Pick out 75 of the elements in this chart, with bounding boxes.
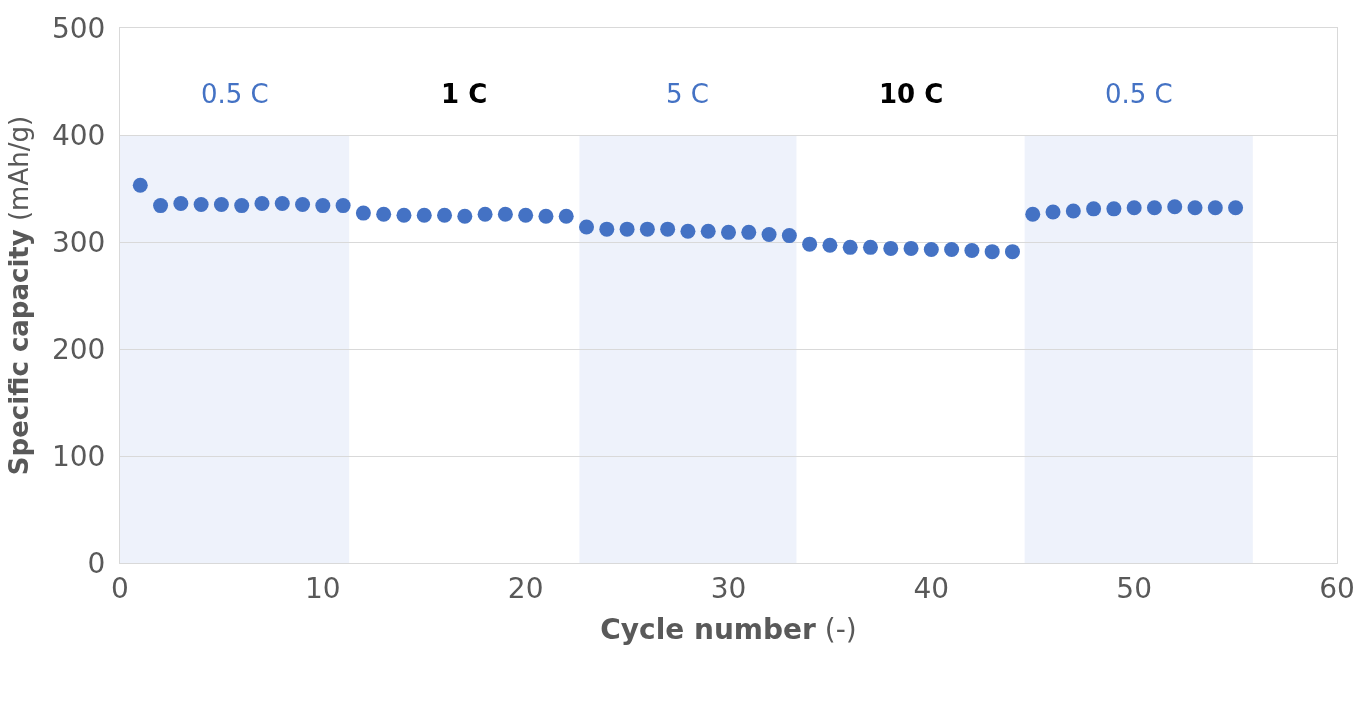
point xyxy=(599,221,615,237)
x-axis-title: Cycle number (-) xyxy=(600,612,857,646)
band-label: 0.5 C xyxy=(1105,79,1173,109)
point xyxy=(639,221,655,237)
point xyxy=(457,208,473,224)
annotation: 10 C xyxy=(879,79,944,109)
point xyxy=(984,244,1000,260)
y-tick-label: 0 xyxy=(87,546,106,580)
point xyxy=(437,207,453,223)
point xyxy=(335,198,351,214)
x-tick-label: 50 xyxy=(1116,571,1152,605)
point xyxy=(700,223,716,239)
point xyxy=(802,236,818,252)
point xyxy=(1106,201,1122,217)
point xyxy=(315,198,331,214)
x-tick-label: 0 xyxy=(111,571,129,605)
point xyxy=(721,224,736,240)
point xyxy=(680,223,696,239)
point xyxy=(579,219,595,235)
point xyxy=(396,207,412,223)
point xyxy=(862,239,878,255)
x-tick-label: 60 xyxy=(1319,571,1355,605)
point xyxy=(1126,200,1142,216)
x-tick-label: 10 xyxy=(305,571,341,605)
point xyxy=(477,206,493,222)
y-tick-label: 400 xyxy=(51,118,106,152)
point xyxy=(1065,203,1081,219)
point xyxy=(923,241,939,257)
point xyxy=(132,177,148,193)
point xyxy=(416,207,432,223)
band-label: 0.5 C xyxy=(201,79,269,109)
point xyxy=(1187,200,1203,216)
point xyxy=(964,243,980,259)
point xyxy=(741,224,757,240)
point xyxy=(254,195,270,211)
point xyxy=(1086,201,1102,217)
x-tick-label: 20 xyxy=(507,571,544,605)
point xyxy=(558,208,574,224)
point xyxy=(944,241,960,257)
x-tick-label: 40 xyxy=(913,571,950,605)
y-tick-label: 300 xyxy=(51,225,106,259)
point xyxy=(1045,204,1061,220)
point xyxy=(1167,199,1183,215)
point xyxy=(822,237,838,253)
point xyxy=(173,195,189,211)
point xyxy=(274,195,290,211)
point xyxy=(781,228,797,244)
point xyxy=(193,197,209,213)
point xyxy=(619,221,635,237)
x-tick-label: 30 xyxy=(710,571,747,605)
point xyxy=(234,198,250,214)
point xyxy=(518,207,534,223)
point xyxy=(842,239,858,255)
point xyxy=(497,206,513,222)
y-tick-label: 500 xyxy=(51,11,106,45)
point xyxy=(761,227,777,242)
y-tick-label: 100 xyxy=(51,439,106,473)
point xyxy=(295,197,311,213)
point xyxy=(903,240,919,256)
y-tick-label: 200 xyxy=(51,332,106,366)
point xyxy=(1228,200,1244,216)
point xyxy=(660,221,676,237)
point xyxy=(213,197,229,213)
point xyxy=(1146,200,1162,216)
point xyxy=(1025,206,1041,222)
annotation: 1 C xyxy=(441,79,488,109)
y-axis-title: Specific capacity (mAh/g) xyxy=(4,115,35,476)
point xyxy=(153,198,169,214)
band-label: 5 C xyxy=(666,79,709,109)
point xyxy=(1004,244,1020,260)
point xyxy=(1207,200,1223,216)
point xyxy=(538,208,554,224)
point xyxy=(883,240,899,256)
point xyxy=(376,206,392,222)
point xyxy=(355,205,371,221)
